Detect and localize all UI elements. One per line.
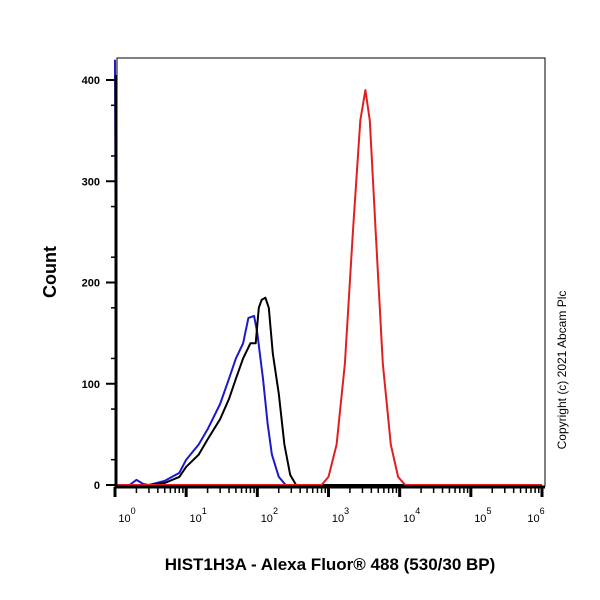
x-tick-label: 106: [527, 506, 544, 525]
y-axis-label: Count: [40, 246, 60, 298]
y-tick-label: 400: [82, 75, 100, 87]
plot-frame: [116, 57, 546, 487]
x-axis-label: HIST1H3A - Alexa Fluor® 488 (530/30 BP): [165, 555, 496, 574]
x-tick-label: 100: [118, 506, 135, 525]
x-tick-label: 104: [403, 506, 420, 525]
series-line-2: [115, 89, 542, 486]
series-line-0: [114, 59, 542, 486]
x-tick-label: 101: [190, 506, 207, 525]
series-layer: [114, 59, 542, 486]
y-tick-label: 300: [82, 176, 100, 188]
y-tick-label: 100: [82, 379, 100, 391]
y-tick-label: 200: [82, 278, 100, 290]
x-tick-label: 103: [332, 506, 349, 525]
x-tick-label: 102: [261, 506, 278, 525]
series-line-1: [115, 296, 542, 486]
x-tick-label: 105: [474, 506, 491, 525]
y-tick-label: 0: [94, 480, 100, 492]
copyright-annotation: Copyright (c) 2021 Abcam Plc: [555, 291, 569, 450]
x-ticks: 100 101 102 103 104 105 106: [113, 487, 545, 525]
y-ticks: 0 100 200 300 400: [82, 75, 116, 492]
